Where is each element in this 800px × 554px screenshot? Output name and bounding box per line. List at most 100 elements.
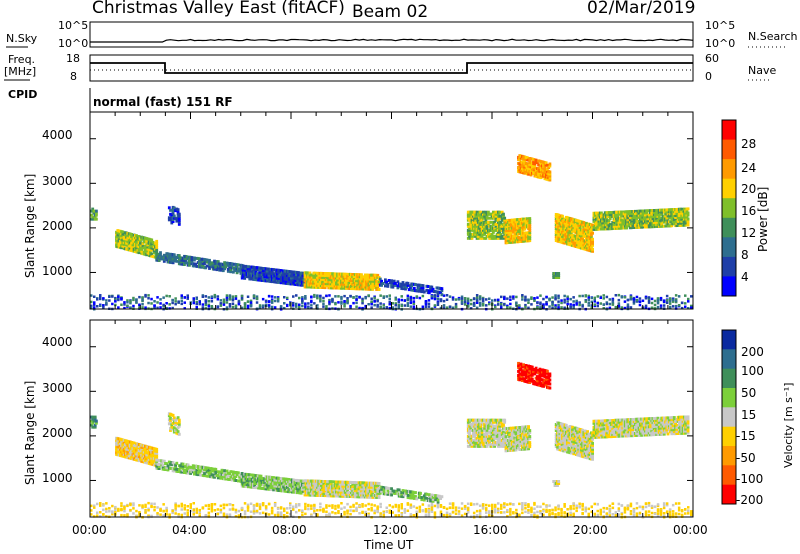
heatmap-cell xyxy=(548,305,551,308)
heatmap-cell xyxy=(463,507,467,510)
heatmap-cell xyxy=(99,502,102,505)
heatmap-cell xyxy=(659,306,663,310)
heatmap-cell xyxy=(528,167,532,170)
heatmap-cell xyxy=(427,504,431,507)
heatmap-cell xyxy=(406,503,410,506)
heatmap-cell xyxy=(618,216,622,220)
heatmap-cell xyxy=(614,514,618,517)
heatmap-cell xyxy=(396,286,400,290)
heatmap-cell xyxy=(530,165,534,169)
heatmap-cell xyxy=(572,512,575,516)
heatmap-cell xyxy=(279,306,283,310)
heatmap-cell xyxy=(406,302,410,305)
heatmap-cell xyxy=(356,277,360,281)
heatmap-cell xyxy=(289,512,292,516)
heatmap-cell xyxy=(156,513,159,517)
heatmap-cell xyxy=(226,269,230,273)
heatmap-cell xyxy=(376,303,379,307)
heatmap-cell xyxy=(222,515,226,518)
heatmap-cell xyxy=(478,512,482,516)
heatmap-cell xyxy=(147,297,150,300)
heatmap-cell xyxy=(141,244,145,248)
heatmap-cell xyxy=(548,513,551,517)
heatmap-cell xyxy=(213,259,216,263)
heatmap-cell xyxy=(174,257,177,261)
heatmap-cell xyxy=(249,277,253,281)
heatmap-cell xyxy=(139,239,142,243)
heatmap-cell xyxy=(581,505,584,508)
heatmap-cell xyxy=(364,504,367,507)
heatmap-cell xyxy=(274,274,278,278)
heatmap-cell xyxy=(162,514,165,517)
heatmap-cell xyxy=(137,459,141,463)
heatmap-cell xyxy=(483,232,486,236)
heatmap-cell xyxy=(135,246,138,250)
heatmap-cell xyxy=(653,303,657,307)
heatmap-cell xyxy=(138,511,141,514)
heatmap-cell xyxy=(132,441,136,445)
heatmap-cell xyxy=(592,217,596,221)
heatmap-cell xyxy=(207,511,211,515)
heatmap-cell xyxy=(131,243,135,247)
heatmap-cell xyxy=(195,302,198,306)
heatmap-cell xyxy=(638,511,642,515)
heatmap-cell xyxy=(373,303,376,307)
heatmap-cell xyxy=(424,514,428,518)
heatmap-cell xyxy=(403,509,407,513)
heatmap-cell xyxy=(671,220,675,224)
heatmap-cell xyxy=(367,514,370,517)
heatmap-cell xyxy=(542,509,545,513)
heatmap-cell xyxy=(480,218,484,222)
heatmap-cell xyxy=(485,503,488,507)
heatmap-cell xyxy=(632,216,636,219)
heatmap-cell xyxy=(358,306,361,310)
heatmap-cell xyxy=(286,296,289,300)
heatmap-cell xyxy=(223,267,226,271)
heatmap-cell xyxy=(470,236,474,240)
heatmap-cell xyxy=(436,297,440,300)
heatmap-cell xyxy=(528,231,532,235)
heatmap-cell xyxy=(482,210,485,214)
heatmap-cell xyxy=(159,509,162,512)
heatmap-cell xyxy=(155,239,159,243)
heatmap-cell xyxy=(200,265,204,269)
heatmap-cell xyxy=(524,503,527,507)
heatmap-cell xyxy=(460,514,464,517)
heatmap-cell xyxy=(668,514,672,517)
heatmap-cell xyxy=(436,294,440,298)
heatmap-cell xyxy=(162,303,165,307)
heatmap-cell xyxy=(235,271,239,275)
heatmap-cell xyxy=(478,504,482,507)
heatmap-cell xyxy=(394,503,397,507)
heatmap-cell xyxy=(684,302,687,305)
heatmap-cell xyxy=(415,510,419,514)
sky-panel-frame xyxy=(89,21,694,48)
heatmap-cell xyxy=(243,502,247,505)
heatmap-cell xyxy=(494,224,498,228)
heatmap-cell xyxy=(545,301,548,304)
heatmap-cell xyxy=(617,509,621,512)
heatmap-cell xyxy=(430,510,434,513)
heatmap-cell xyxy=(208,264,211,268)
heatmap-cell xyxy=(211,261,215,265)
heatmap-cell xyxy=(442,513,446,517)
heatmap-cell xyxy=(250,267,254,271)
heatmap-cell xyxy=(529,173,533,177)
heatmap-cell xyxy=(177,222,181,226)
heatmap-cell xyxy=(478,301,482,305)
heatmap-cell xyxy=(521,295,524,298)
heatmap-cell xyxy=(523,159,527,163)
heatmap-cell xyxy=(563,294,566,298)
heatmap-cell xyxy=(436,301,440,305)
heatmap-cell xyxy=(376,510,379,514)
heatmap-cell xyxy=(567,236,571,240)
heatmap-cell xyxy=(476,214,480,218)
heatmap-cell xyxy=(548,176,552,180)
heatmap-cell xyxy=(102,306,105,309)
heatmap-cell xyxy=(519,237,523,241)
heatmap-cell xyxy=(111,510,114,513)
heatmap-cell xyxy=(492,210,495,214)
heatmap-cell xyxy=(484,222,488,226)
heatmap-cell xyxy=(93,302,96,305)
heatmap-cell xyxy=(521,511,524,515)
